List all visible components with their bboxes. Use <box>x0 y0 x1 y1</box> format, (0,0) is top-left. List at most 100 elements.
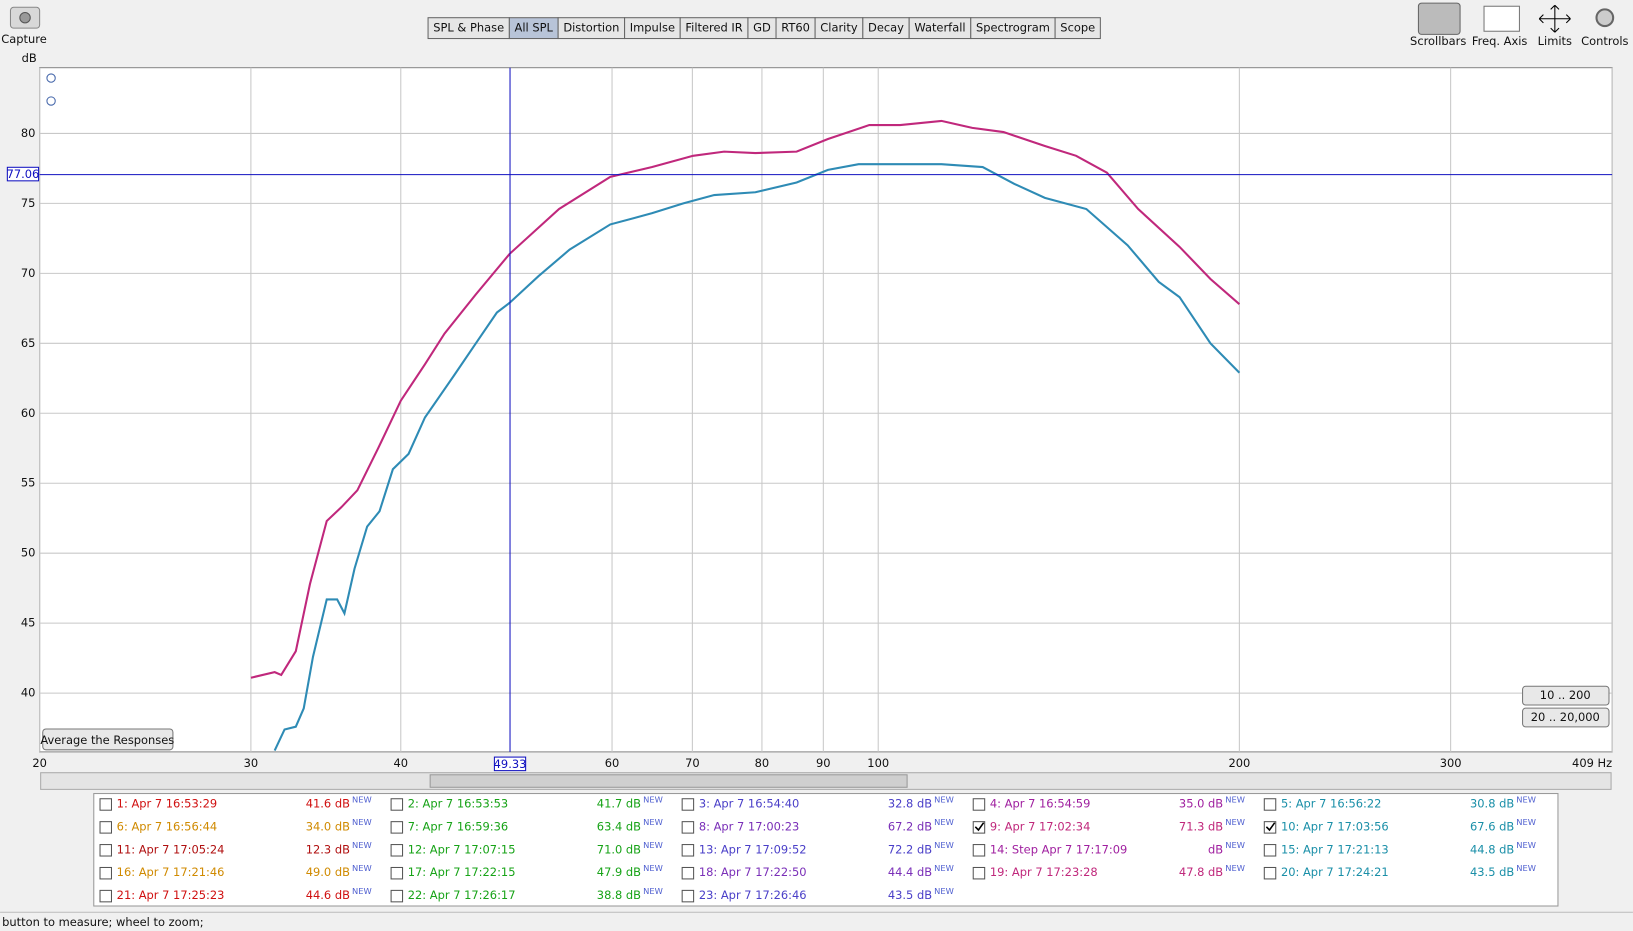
x-tick-label: 90 <box>816 756 831 770</box>
tab-label: All SPL <box>515 21 554 35</box>
checkbox[interactable] <box>681 821 695 834</box>
x-tick-label: 409 Hz <box>1572 756 1612 770</box>
checkbox[interactable] <box>99 844 113 857</box>
capture-label: Capture <box>1 32 46 46</box>
checkbox[interactable] <box>1263 798 1277 811</box>
new-tag: NEW <box>352 794 372 804</box>
checkbox[interactable] <box>390 844 404 857</box>
checkbox[interactable] <box>1263 821 1277 834</box>
measurement-level: 47.9 dB <box>597 865 641 879</box>
measurement-label: 11: Apr 7 17:05:24 <box>117 842 225 856</box>
measurement-level: 43.5 dB <box>888 888 932 902</box>
checkbox[interactable] <box>1263 844 1277 857</box>
y-tick-label: 75 <box>21 196 36 210</box>
tab-label: GD <box>753 21 771 35</box>
checkbox[interactable] <box>972 798 986 811</box>
checkbox[interactable] <box>390 798 404 811</box>
checkbox[interactable] <box>681 866 695 880</box>
cursor-x-label: 49.33 <box>494 757 527 771</box>
checkbox[interactable] <box>99 798 113 811</box>
checkbox[interactable] <box>99 821 113 834</box>
measurement-level: 41.6 dB <box>306 796 350 810</box>
checkbox[interactable] <box>681 844 695 857</box>
new-tag: NEW <box>934 886 954 896</box>
limits-icon[interactable] <box>1538 4 1571 33</box>
checkbox[interactable] <box>99 889 113 903</box>
cursor-y-box <box>6 166 40 182</box>
zoom-icons[interactable] <box>46 73 56 106</box>
new-tag: NEW <box>643 886 663 896</box>
measurement-level: dB <box>1208 842 1223 856</box>
measurement-level: 44.6 dB <box>306 888 350 902</box>
measurement-level: 72.2 dB <box>888 842 932 856</box>
new-tag: NEW <box>352 840 372 850</box>
measurement-level: 38.8 dB <box>597 888 641 902</box>
average-button[interactable] <box>42 728 174 751</box>
range-button[interactable] <box>1522 707 1610 728</box>
measurement-level: 67.6 dB <box>1470 819 1514 833</box>
zoom-out[interactable] <box>46 96 56 106</box>
measurement-panel <box>93 793 1559 907</box>
measurement-level: 43.5 dB <box>1470 865 1514 879</box>
controls-icon[interactable] <box>1595 8 1615 28</box>
tab-bar: SPL & Phase All SPL Distortion Impulse Filte… <box>427 17 1101 40</box>
capture-lens <box>19 11 31 24</box>
measurement-label: 16: Apr 7 17:21:46 <box>117 865 225 879</box>
tab-label: Spectrogram <box>976 21 1050 35</box>
measurement-level: 63.4 dB <box>597 819 641 833</box>
y-tick-label: 80 <box>21 126 36 140</box>
y-tick-label: 60 <box>21 406 36 420</box>
capture-button[interactable]: Capture <box>1 6 47 46</box>
tool-label: Freq. Axis <box>1472 34 1528 48</box>
checkbox[interactable] <box>972 866 986 880</box>
checkbox[interactable] <box>972 821 986 834</box>
checkbox[interactable] <box>390 821 404 834</box>
measurement-label: 13: Apr 7 17:09:52 <box>699 842 807 856</box>
measurement-label: 7: Apr 7 16:59:36 <box>408 819 508 833</box>
new-tag: NEW <box>643 794 663 804</box>
checkbox[interactable] <box>390 866 404 880</box>
tool-label: Controls <box>1581 34 1628 48</box>
measurement-level: 35.0 dB <box>1179 796 1223 810</box>
new-tag: NEW <box>643 863 663 873</box>
new-tag: NEW <box>934 817 954 827</box>
scrollbar-thumb[interactable] <box>429 774 908 788</box>
y-tick-label: 55 <box>21 476 36 490</box>
new-tag: NEW <box>934 863 954 873</box>
measurement-level: 41.7 dB <box>597 796 641 810</box>
tool-label: Scrollbars <box>1410 34 1466 48</box>
new-tag: NEW <box>1516 840 1536 850</box>
series-line <box>250 119 1241 679</box>
cursor-y-label: 77.06 <box>7 167 40 181</box>
scrollbars-icon[interactable] <box>1417 2 1461 35</box>
checkbox[interactable] <box>99 866 113 880</box>
x-tick-label: 40 <box>394 756 409 770</box>
checkbox[interactable] <box>390 889 404 903</box>
checkbox[interactable] <box>681 889 695 903</box>
freq-axis-icon[interactable] <box>1483 5 1520 32</box>
measurement-level: 49.0 dB <box>306 865 350 879</box>
measurement-label: 3: Apr 7 16:54:40 <box>699 796 799 810</box>
checkbox[interactable] <box>972 844 986 857</box>
measurement-label: 23: Apr 7 17:26:46 <box>699 888 807 902</box>
series-line <box>273 163 1241 751</box>
zoom-in[interactable] <box>46 73 56 83</box>
new-tag: NEW <box>934 840 954 850</box>
measurement-label: 1: Apr 7 16:53:29 <box>117 796 217 810</box>
checkbox[interactable] <box>681 798 695 811</box>
plot <box>39 67 1613 752</box>
measurement-label: 21: Apr 7 17:25:23 <box>117 888 225 902</box>
checkbox[interactable] <box>1263 866 1277 880</box>
tab[interactable] <box>1054 17 1101 40</box>
measurement-list: 1: Apr 7 16:53:29 41.6 dB NEW 2: Apr 7 16:5… <box>99 794 1536 903</box>
status-text: button to measure; wheel to zoom; <box>2 915 203 929</box>
range-label: 10 .. 200 <box>1540 688 1591 702</box>
measurement-label: 4: Apr 7 16:54:59 <box>990 796 1090 810</box>
new-tag: NEW <box>352 817 372 827</box>
range-button[interactable] <box>1522 685 1610 706</box>
measurement-level: 67.2 dB <box>888 819 932 833</box>
measurement-label: 10: Apr 7 17:03:56 <box>1281 819 1389 833</box>
tool-icons <box>1417 2 1615 35</box>
